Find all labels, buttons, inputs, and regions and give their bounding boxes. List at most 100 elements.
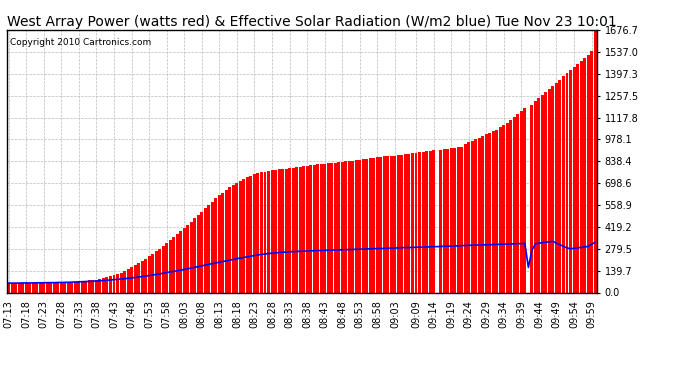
Bar (551, 86, 555, 292)
Bar (460, 147, 463, 292)
Bar (583, 58, 586, 292)
Bar (39, 283, 42, 292)
Bar (267, 171, 270, 292)
Bar (344, 162, 347, 292)
Bar (471, 141, 473, 292)
Bar (207, 205, 210, 292)
Bar (179, 231, 182, 292)
Bar (119, 273, 123, 292)
Bar (264, 172, 266, 292)
Bar (439, 150, 442, 292)
Bar (116, 274, 119, 292)
Bar (21, 283, 24, 292)
Bar (225, 190, 228, 292)
Bar (309, 165, 312, 292)
Bar (446, 148, 449, 292)
Text: Copyright 2010 Cartronics.com: Copyright 2010 Cartronics.com (10, 38, 151, 47)
Bar (35, 283, 38, 292)
Bar (7, 284, 10, 292)
Bar (70, 282, 73, 292)
Bar (14, 284, 17, 292)
Bar (313, 165, 315, 292)
Bar (284, 168, 288, 292)
Bar (369, 158, 372, 292)
Bar (67, 282, 70, 292)
Bar (506, 123, 509, 292)
Bar (425, 152, 428, 292)
Bar (415, 153, 417, 292)
Bar (386, 156, 389, 292)
Bar (393, 156, 397, 292)
Bar (428, 151, 431, 292)
Bar (84, 280, 88, 292)
Bar (464, 144, 466, 292)
Bar (95, 279, 98, 292)
Bar (400, 155, 404, 292)
Bar (555, 83, 558, 292)
Bar (46, 283, 49, 292)
Text: West Array Power (watts red) & Effective Solar Radiation (W/m2 blue) Tue Nov 23 : West Array Power (watts red) & Effective… (7, 15, 617, 29)
Bar (442, 149, 446, 292)
Bar (593, 30, 597, 292)
Bar (221, 193, 224, 292)
Bar (477, 138, 481, 292)
Bar (74, 282, 77, 292)
Bar (168, 240, 172, 292)
Bar (373, 158, 375, 292)
Bar (260, 172, 263, 292)
Bar (151, 254, 154, 292)
Bar (411, 153, 414, 292)
Bar (281, 169, 284, 292)
Bar (376, 158, 379, 292)
Bar (513, 117, 516, 292)
Bar (292, 168, 295, 292)
Bar (334, 162, 337, 292)
Bar (112, 275, 115, 292)
Bar (288, 168, 291, 292)
Bar (302, 166, 305, 292)
Bar (509, 120, 512, 292)
Bar (576, 64, 579, 292)
Bar (197, 215, 200, 292)
Bar (130, 267, 133, 292)
Bar (53, 282, 56, 292)
Bar (253, 174, 256, 292)
Bar (92, 280, 95, 292)
Bar (351, 160, 354, 292)
Bar (418, 152, 421, 292)
Bar (566, 74, 569, 292)
Bar (467, 142, 470, 292)
Bar (569, 70, 572, 292)
Bar (383, 156, 386, 292)
Bar (457, 147, 460, 292)
Bar (18, 284, 21, 292)
Bar (137, 263, 140, 292)
Bar (408, 154, 411, 292)
Bar (228, 188, 231, 292)
Bar (250, 176, 253, 292)
Bar (165, 243, 168, 292)
Bar (99, 279, 101, 292)
Bar (520, 111, 523, 292)
Bar (580, 61, 582, 292)
Bar (257, 173, 259, 292)
Bar (161, 246, 165, 292)
Bar (176, 234, 179, 292)
Bar (25, 283, 28, 292)
Bar (200, 212, 204, 292)
Bar (337, 162, 340, 292)
Bar (489, 133, 491, 292)
Bar (481, 136, 484, 292)
Bar (144, 259, 147, 292)
Bar (524, 108, 526, 292)
Bar (558, 80, 562, 292)
Bar (211, 202, 214, 292)
Bar (502, 125, 505, 292)
Bar (453, 148, 456, 292)
Bar (277, 170, 281, 292)
Bar (422, 152, 424, 292)
Bar (60, 282, 63, 292)
Bar (270, 170, 273, 292)
Bar (242, 179, 246, 292)
Bar (319, 164, 323, 292)
